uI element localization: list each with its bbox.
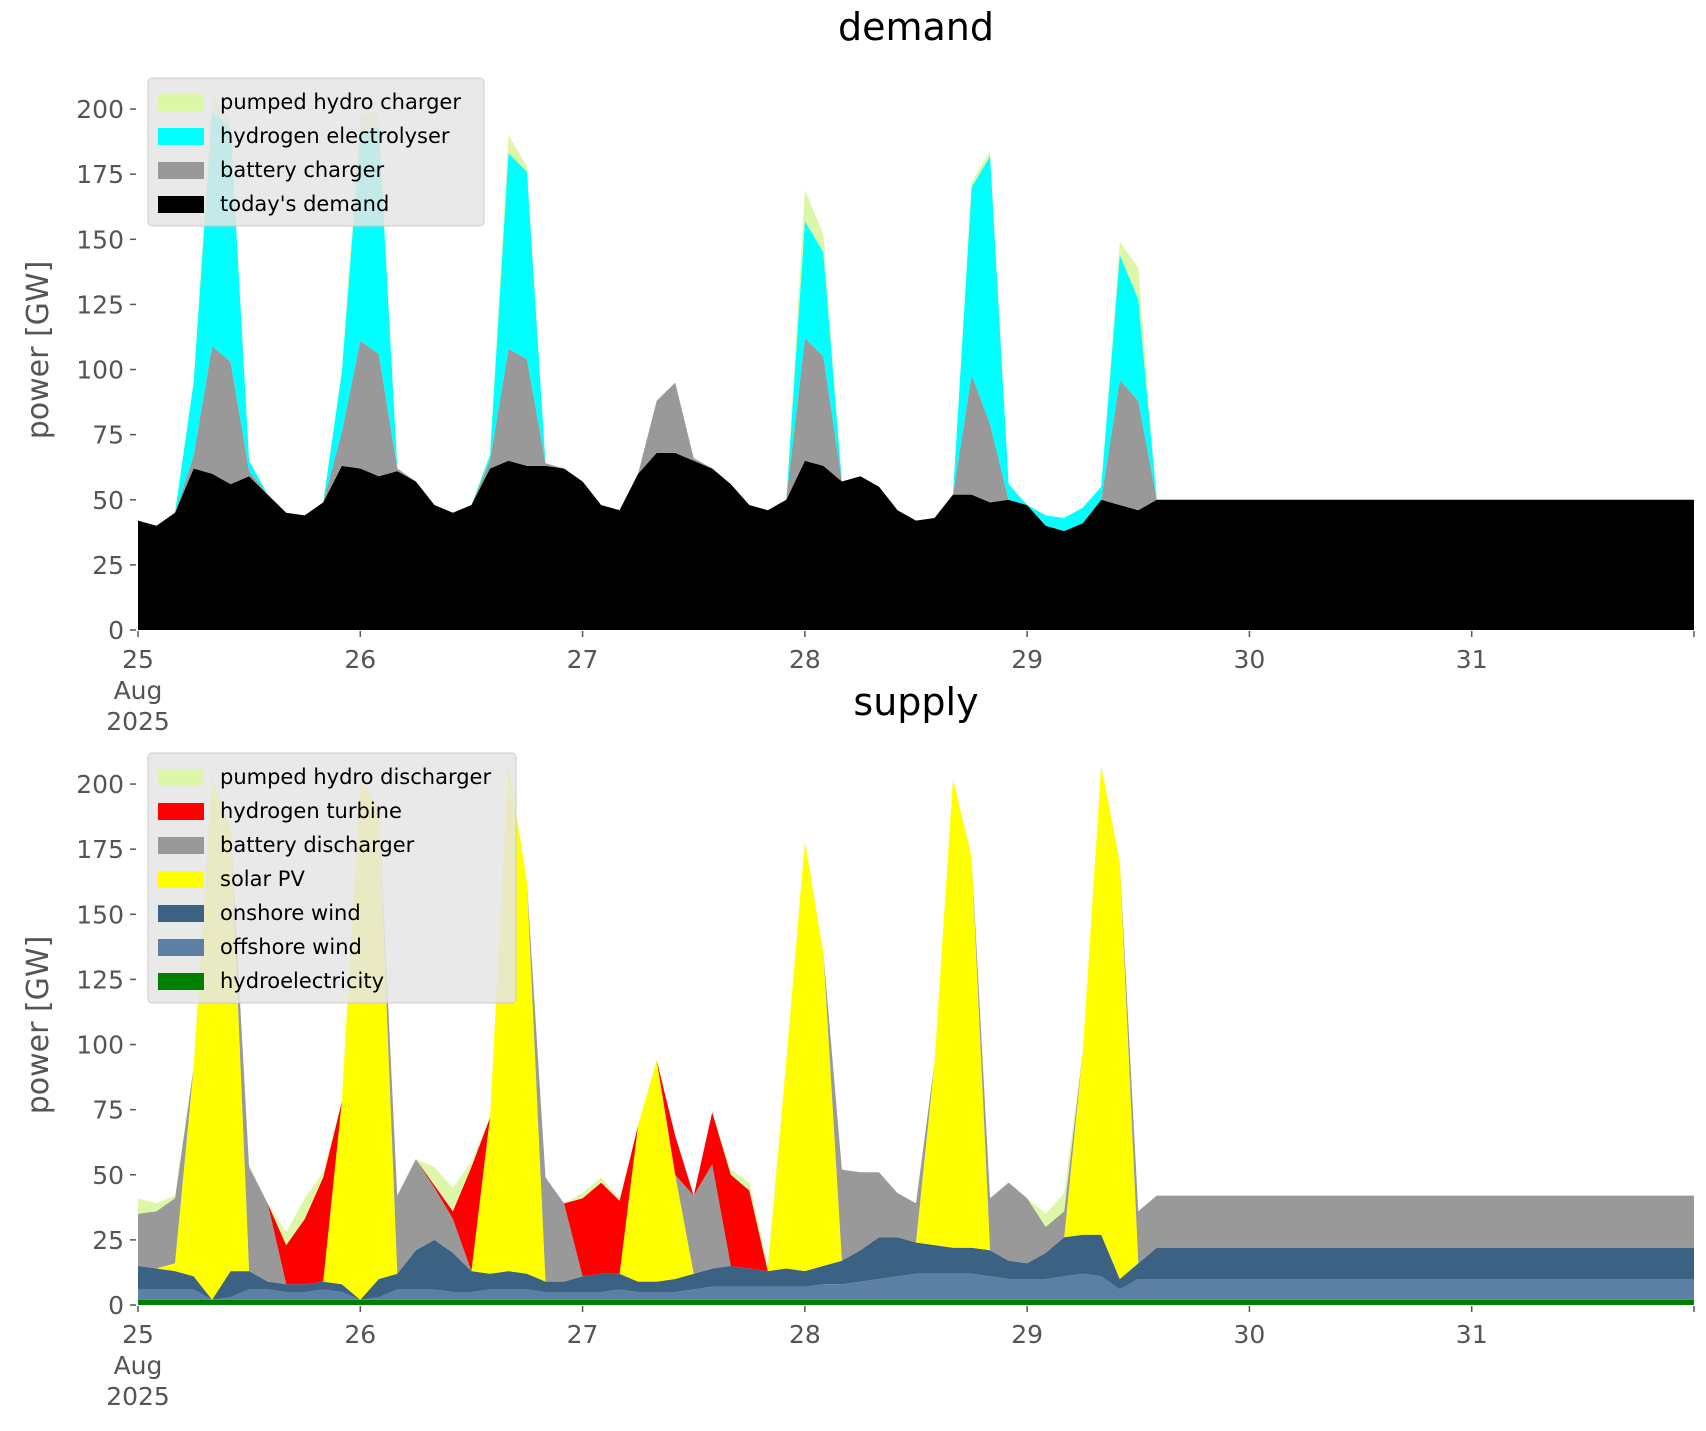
area-battery-charger <box>138 338 1694 531</box>
x-tick-label: 27 <box>567 1320 599 1349</box>
legend-label: today's demand <box>220 192 389 216</box>
y-tick-label: 0 <box>108 616 124 645</box>
demand-y-ticks: 0 25 50 75 100 125 150 175 200 <box>76 95 136 645</box>
x-tick-label: 25 <box>122 645 154 674</box>
legend-swatch <box>158 837 204 854</box>
area-battery-discharger <box>138 763 1694 1285</box>
demand-ylabel: power [GW] <box>21 261 56 440</box>
y-tick-label: 175 <box>76 835 124 864</box>
x-tick-label: 2025 <box>106 1382 170 1411</box>
supply-title: supply <box>853 680 978 724</box>
y-tick-label: 150 <box>76 225 124 254</box>
x-tick-label: 29 <box>1011 645 1043 674</box>
x-tick-label: 31 <box>1456 645 1488 674</box>
x-tick-label: 31 <box>1456 1320 1488 1349</box>
legend-swatch <box>158 128 204 145</box>
y-tick-label: 200 <box>76 770 124 799</box>
legend-box <box>147 752 517 1004</box>
demand-legend: pumped hydro charger hydrogen electrolyse… <box>147 77 485 227</box>
area-onshore-wind <box>138 1234 1694 1300</box>
legend-label: offshore wind <box>220 935 362 959</box>
area-today-s-demand <box>138 452 1694 630</box>
supply-y-ticks: 0 25 50 75 100 125 150 175 200 <box>76 770 136 1320</box>
legend-label: hydrogen turbine <box>220 799 402 823</box>
demand-areas <box>138 96 1694 630</box>
x-tick-label: 25 <box>122 1320 154 1349</box>
legend-box <box>147 77 485 227</box>
legend-swatch <box>158 196 204 213</box>
legend-label: battery discharger <box>220 833 415 857</box>
supply-ylabel: power [GW] <box>21 936 56 1115</box>
x-tick-label: 2025 <box>106 707 170 736</box>
y-tick-label: 200 <box>76 95 124 124</box>
x-tick-label: 26 <box>344 1320 376 1349</box>
legend-swatch <box>158 803 204 820</box>
x-tick-label: 27 <box>567 645 599 674</box>
y-tick-label: 75 <box>92 421 124 450</box>
legend-label: pumped hydro charger <box>220 90 461 114</box>
x-tick-label: 30 <box>1234 645 1266 674</box>
area-pumped-hydro-discharger <box>138 763 1694 1272</box>
x-tick-label: 29 <box>1011 1320 1043 1349</box>
area-solar-pv <box>138 763 1694 1300</box>
y-tick-label: 50 <box>92 486 124 515</box>
y-tick-label: 125 <box>76 965 124 994</box>
y-tick-label: 0 <box>108 1291 124 1320</box>
x-tick-label: Aug <box>114 1351 163 1380</box>
supply-panel: supply power [GW] 0255075100125150175200… <box>21 680 1695 1411</box>
legend-label: hydrogen electrolyser <box>220 124 450 148</box>
legend-label: onshore wind <box>220 901 361 925</box>
y-tick-label: 75 <box>92 1096 124 1125</box>
area-offshore-wind <box>138 1273 1694 1300</box>
x-tick-label: Aug <box>114 676 163 705</box>
legend-swatch <box>158 905 204 922</box>
y-tick-label: 150 <box>76 900 124 929</box>
y-tick-label: 50 <box>92 1161 124 1190</box>
y-tick-label: 125 <box>76 290 124 319</box>
legend-swatch <box>158 973 204 990</box>
y-tick-label: 25 <box>92 1226 124 1255</box>
demand-title: demand <box>838 5 994 49</box>
x-tick-label: 28 <box>789 645 821 674</box>
legend-label: solar PV <box>220 867 305 891</box>
legend-swatch <box>158 871 204 888</box>
legend-swatch <box>158 162 204 179</box>
x-tick-label: 30 <box>1234 1320 1266 1349</box>
demand-panel: demand power [GW] 0255075100125150175200… <box>21 5 1695 736</box>
x-tick-label: 26 <box>344 645 376 674</box>
supply-areas <box>138 763 1694 1305</box>
y-tick-label: 100 <box>76 1031 124 1060</box>
y-tick-label: 175 <box>76 160 124 189</box>
legend-swatch <box>158 94 204 111</box>
area-hydroelectricity <box>138 1299 1694 1305</box>
y-tick-label: 25 <box>92 551 124 580</box>
legend-label: battery charger <box>220 158 385 182</box>
legend-label: pumped hydro discharger <box>220 765 491 789</box>
y-tick-label: 100 <box>76 356 124 385</box>
x-tick-label: 28 <box>789 1320 821 1349</box>
supply-legend: pumped hydro discharger hydrogen turbine b… <box>147 752 517 1004</box>
legend-swatch <box>158 769 204 786</box>
legend-swatch <box>158 939 204 956</box>
area-hydrogen-electrolyser <box>138 111 1694 531</box>
legend-label: hydroelectricity <box>220 969 384 993</box>
